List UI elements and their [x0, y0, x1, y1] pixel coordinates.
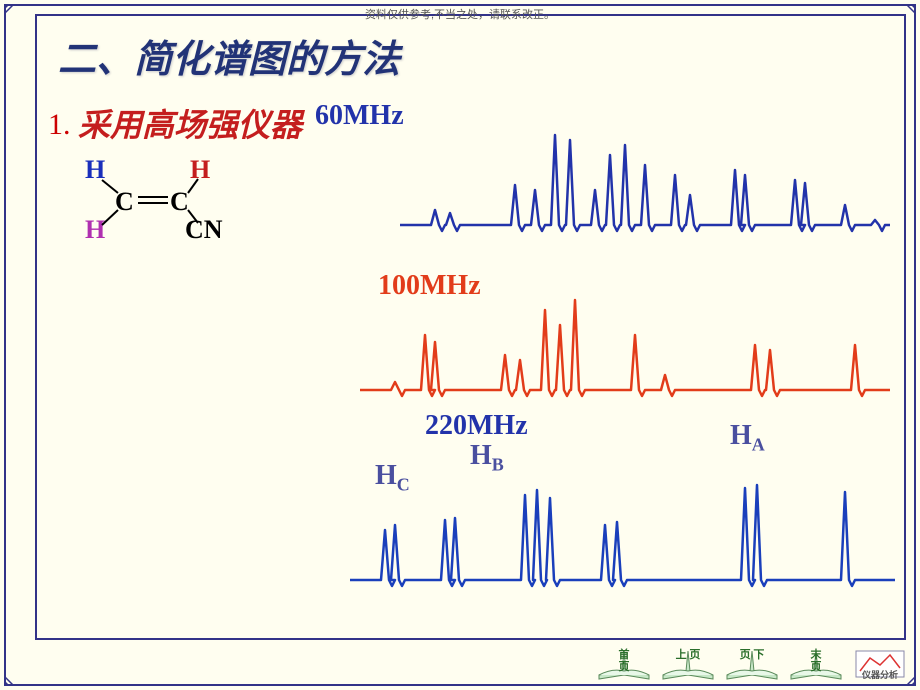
nav-prev-button[interactable]: 上 页 — [658, 643, 718, 683]
nav-analysis-button[interactable]: 仪器分析 — [850, 643, 910, 683]
label-hb: HB — [470, 440, 504, 476]
molecule-bonds — [70, 155, 250, 245]
subtitle-number: 1. — [48, 108, 71, 142]
label-220mhz: 220MHz — [425, 410, 528, 442]
nav-prev-label: 上 页 — [658, 649, 718, 661]
subtitle-text: 采用高场强仪器 — [78, 100, 302, 146]
page-title: 二、简化谱图的方法 — [58, 28, 400, 83]
label-60mhz: 60MHz — [315, 100, 404, 132]
spectrum-220mhz — [345, 445, 900, 595]
nav-next-button[interactable]: 页 下 — [722, 643, 782, 683]
nav-last-button[interactable]: 末 页 — [786, 643, 846, 683]
nav-first-button[interactable]: 首 页 — [594, 643, 654, 683]
molecule-acrylonitrile: H H H C C CN — [70, 155, 250, 245]
spectrum-100mhz — [355, 255, 895, 405]
nav-analysis-label: 仪器分析 — [850, 669, 910, 681]
nav-next-label: 页 下 — [722, 649, 782, 661]
navigation-bar: 首 页 上 页 页 下 末 页 仪器分析 — [0, 642, 910, 684]
label-ha: HA — [730, 420, 765, 456]
label-hc: HC — [375, 460, 410, 496]
nav-last-label: 末 页 — [786, 649, 846, 673]
spectrum-60mhz — [395, 75, 895, 240]
nav-first-label: 首 页 — [594, 649, 654, 673]
watermark-text: 资料仅供参考,不当之处，请联系改正。 — [0, 6, 920, 22]
